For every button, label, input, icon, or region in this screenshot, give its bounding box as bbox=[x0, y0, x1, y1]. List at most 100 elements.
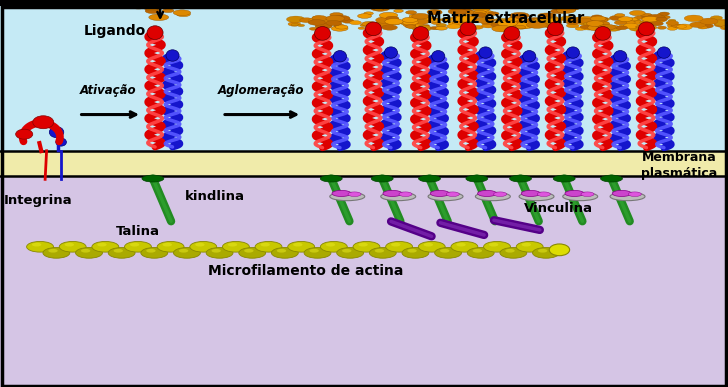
Ellipse shape bbox=[656, 17, 668, 21]
Ellipse shape bbox=[467, 17, 476, 20]
Ellipse shape bbox=[413, 27, 429, 40]
Ellipse shape bbox=[334, 24, 344, 27]
Ellipse shape bbox=[157, 241, 184, 252]
Ellipse shape bbox=[239, 248, 266, 258]
Ellipse shape bbox=[166, 50, 179, 61]
Ellipse shape bbox=[601, 175, 622, 182]
Ellipse shape bbox=[148, 0, 166, 3]
Ellipse shape bbox=[43, 248, 70, 258]
Ellipse shape bbox=[365, 22, 381, 36]
Ellipse shape bbox=[391, 243, 400, 247]
Ellipse shape bbox=[326, 15, 344, 22]
Ellipse shape bbox=[336, 25, 348, 29]
Ellipse shape bbox=[477, 10, 494, 16]
Ellipse shape bbox=[507, 18, 518, 22]
Ellipse shape bbox=[430, 26, 440, 30]
Ellipse shape bbox=[440, 249, 449, 253]
Ellipse shape bbox=[511, 21, 528, 26]
Text: Microfilamento de actina: Microfilamento de actina bbox=[208, 264, 403, 277]
Ellipse shape bbox=[436, 23, 446, 27]
Ellipse shape bbox=[614, 51, 627, 62]
Ellipse shape bbox=[405, 10, 416, 14]
Ellipse shape bbox=[288, 22, 301, 26]
Ellipse shape bbox=[489, 243, 499, 247]
Ellipse shape bbox=[142, 2, 161, 8]
Ellipse shape bbox=[16, 129, 33, 139]
Ellipse shape bbox=[563, 192, 598, 201]
Ellipse shape bbox=[403, 23, 416, 27]
Ellipse shape bbox=[312, 16, 324, 20]
Ellipse shape bbox=[434, 19, 440, 21]
Ellipse shape bbox=[312, 18, 331, 25]
Ellipse shape bbox=[162, 9, 174, 12]
Ellipse shape bbox=[650, 21, 663, 26]
Ellipse shape bbox=[714, 19, 728, 24]
Ellipse shape bbox=[601, 18, 610, 21]
Ellipse shape bbox=[435, 248, 462, 258]
Ellipse shape bbox=[145, 1, 155, 5]
Ellipse shape bbox=[505, 249, 515, 253]
Ellipse shape bbox=[455, 15, 475, 22]
Ellipse shape bbox=[375, 21, 394, 27]
Ellipse shape bbox=[533, 17, 552, 24]
Ellipse shape bbox=[309, 249, 319, 253]
Ellipse shape bbox=[494, 192, 507, 197]
Ellipse shape bbox=[642, 25, 657, 30]
Ellipse shape bbox=[447, 24, 461, 29]
Ellipse shape bbox=[114, 249, 123, 253]
Ellipse shape bbox=[565, 190, 584, 197]
Ellipse shape bbox=[574, 17, 587, 22]
Ellipse shape bbox=[579, 26, 590, 30]
Ellipse shape bbox=[333, 18, 344, 21]
Ellipse shape bbox=[381, 192, 416, 201]
Ellipse shape bbox=[59, 241, 86, 252]
Ellipse shape bbox=[448, 9, 467, 15]
Ellipse shape bbox=[714, 22, 728, 27]
Ellipse shape bbox=[320, 175, 342, 182]
Ellipse shape bbox=[342, 249, 352, 253]
Ellipse shape bbox=[430, 18, 441, 22]
Ellipse shape bbox=[549, 16, 558, 20]
Ellipse shape bbox=[390, 21, 403, 24]
Ellipse shape bbox=[330, 13, 343, 17]
Ellipse shape bbox=[364, 12, 373, 15]
Ellipse shape bbox=[419, 241, 446, 252]
Ellipse shape bbox=[469, 27, 476, 30]
Ellipse shape bbox=[452, 19, 470, 26]
Ellipse shape bbox=[272, 248, 298, 258]
Ellipse shape bbox=[326, 21, 341, 26]
Ellipse shape bbox=[711, 16, 722, 20]
Ellipse shape bbox=[228, 243, 237, 247]
Ellipse shape bbox=[543, 22, 562, 28]
Ellipse shape bbox=[500, 24, 513, 27]
Ellipse shape bbox=[636, 26, 643, 28]
Ellipse shape bbox=[580, 25, 591, 29]
Ellipse shape bbox=[550, 23, 561, 27]
Ellipse shape bbox=[623, 24, 634, 28]
Ellipse shape bbox=[472, 249, 482, 253]
Ellipse shape bbox=[56, 138, 66, 146]
Ellipse shape bbox=[609, 26, 617, 29]
Ellipse shape bbox=[584, 22, 595, 26]
Ellipse shape bbox=[475, 192, 510, 201]
Ellipse shape bbox=[504, 27, 520, 40]
Ellipse shape bbox=[657, 26, 667, 29]
Ellipse shape bbox=[48, 249, 58, 253]
Ellipse shape bbox=[491, 23, 504, 27]
Ellipse shape bbox=[386, 16, 399, 21]
Ellipse shape bbox=[460, 22, 476, 36]
Ellipse shape bbox=[612, 190, 631, 197]
Ellipse shape bbox=[291, 23, 298, 26]
Ellipse shape bbox=[151, 3, 161, 6]
Ellipse shape bbox=[212, 249, 221, 253]
Ellipse shape bbox=[320, 241, 347, 252]
Ellipse shape bbox=[406, 22, 417, 26]
Ellipse shape bbox=[577, 16, 596, 23]
Ellipse shape bbox=[646, 14, 665, 21]
Ellipse shape bbox=[376, 17, 395, 23]
Ellipse shape bbox=[483, 241, 510, 252]
Ellipse shape bbox=[435, 19, 441, 21]
Ellipse shape bbox=[571, 20, 580, 23]
Ellipse shape bbox=[341, 19, 354, 23]
Ellipse shape bbox=[652, 17, 666, 22]
